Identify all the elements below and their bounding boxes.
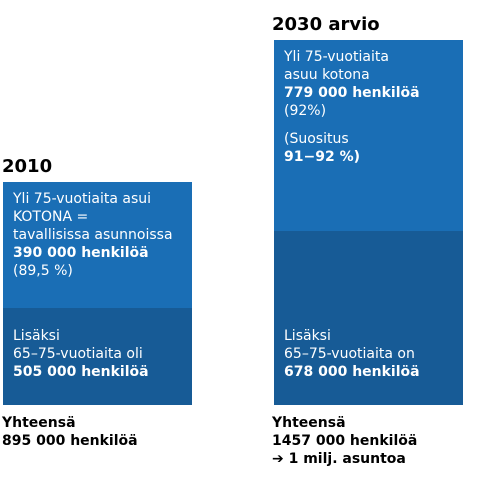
column-title-2030: 2030 arvio (272, 14, 380, 35)
total-label: Yhteensä (2, 415, 76, 431)
bar-2010-lower: Lisäksi 65–75-vuotiaita oli 505 000 henk… (3, 308, 192, 405)
label: Yli 75-vuotiaita (284, 49, 389, 65)
label: (Suositus (284, 131, 349, 147)
column-title-2010: 2010 (2, 156, 53, 177)
label: tavallisissa asunnoissa (13, 227, 173, 243)
label: asuu kotona (284, 67, 370, 83)
label: 65–75-vuotiaita oli (13, 346, 143, 362)
label: KOTONA = (13, 209, 89, 225)
value-label: 390 000 henkilöä (13, 245, 149, 261)
bar-2030-upper: Yli 75-vuotiaita asuu kotona 779 000 hen… (274, 40, 463, 231)
total-value: 1457 000 henkilöä (272, 433, 418, 449)
percent-label: (92%) (284, 103, 327, 119)
bar-2030-lower: Lisäksi 65–75-vuotiaita on 678 000 henki… (274, 231, 463, 405)
label: Lisäksi (284, 328, 331, 344)
label: Lisäksi (13, 328, 60, 344)
total-value: 895 000 henkilöä (2, 433, 138, 449)
total-2010: Yhteensä 895 000 henkilöä (2, 414, 138, 450)
total-2030: Yhteensä 1457 000 henkilöä ➔ 1 milj. asu… (272, 414, 417, 468)
label: 65–75-vuotiaita on (284, 346, 415, 362)
value-label: 779 000 henkilöä (284, 85, 420, 101)
value-label: 678 000 henkilöä (284, 364, 420, 380)
value-label: 505 000 henkilöä (13, 364, 149, 380)
value-label: 91−92 %) (284, 149, 360, 165)
label: Yli 75-vuotiaita asui (13, 191, 151, 207)
total-label: Yhteensä (272, 415, 346, 431)
percent-label: (89,5 %) (13, 263, 73, 279)
total-note: ➔ 1 milj. asuntoa (272, 451, 406, 467)
bar-2010-upper: Yli 75-vuotiaita asui KOTONA = tavallisi… (3, 182, 192, 308)
